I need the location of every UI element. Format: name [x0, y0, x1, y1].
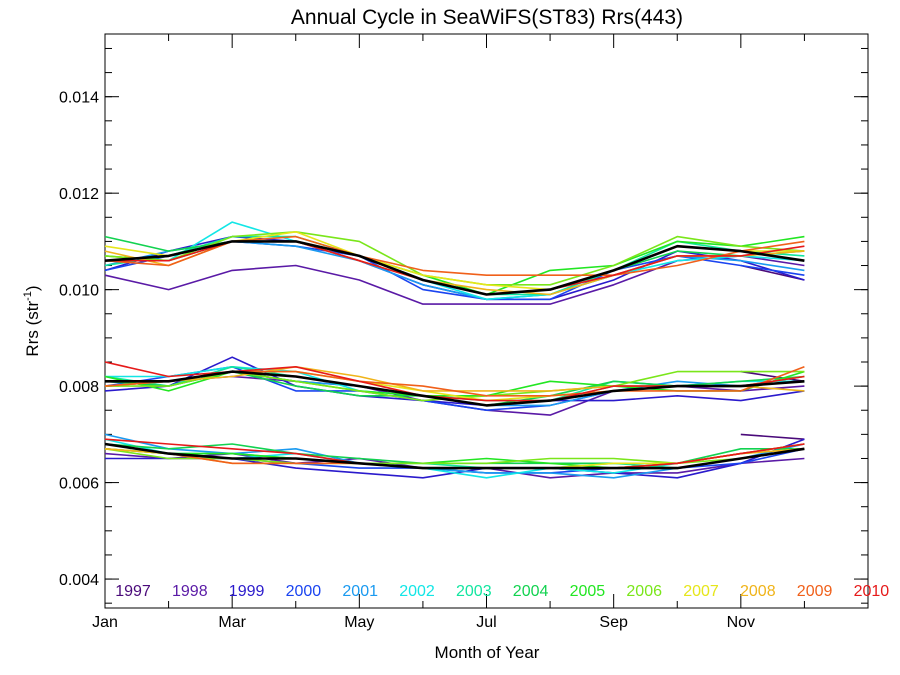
y-tick-label: 0.014: [59, 90, 99, 107]
legend-entry-2002: 2002: [399, 583, 435, 600]
chart-title: Annual Cycle in SeaWiFS(ST83) Rrs(443): [291, 6, 683, 29]
legend-entry-1999: 1999: [229, 583, 265, 600]
legend-entry-2001: 2001: [342, 583, 378, 600]
x-tick-label: Jan: [92, 614, 118, 631]
x-tick-label: May: [344, 614, 374, 631]
series-line-1997: [740, 433, 805, 440]
x-tick-label: Sep: [599, 614, 628, 631]
legend-entry-2006: 2006: [626, 583, 662, 600]
series-line-2002: [105, 221, 805, 301]
legend-entry-2004: 2004: [513, 583, 549, 600]
y-tick-label: 0.008: [59, 379, 99, 396]
legend-entry-2005: 2005: [570, 583, 606, 600]
y-axis-label-main: Rrs (str: [23, 301, 42, 357]
y-axis-label: Rrs (str-1): [22, 285, 42, 356]
series-line-1997: [740, 370, 805, 383]
legend-entry-1997: 1997: [115, 583, 151, 600]
plot-area: [104, 33, 869, 609]
legend-entry-2007: 2007: [683, 583, 719, 600]
series-line-1999: [104, 356, 805, 407]
y-tick-label: 0.004: [59, 572, 99, 589]
legend-entry-2000: 2000: [286, 583, 322, 600]
plot-border: [104, 33, 869, 609]
x-axis-label: Month of Year: [435, 643, 540, 662]
legend-entry-2003: 2003: [456, 583, 492, 600]
y-axis-label-superscript: -1: [22, 291, 34, 301]
legend-entry-2010: 2010: [854, 583, 890, 600]
legend: 1997 1998 1999 2000 2001 2002 2003 2004 2005 2006…: [115, 583, 889, 600]
legend-entry-2009: 2009: [797, 583, 833, 600]
series-line-mean: [104, 442, 805, 470]
y-axis-label-close: ): [23, 285, 42, 291]
x-tick-label: Jul: [476, 614, 496, 631]
series-layer: [104, 221, 805, 479]
legend-entry-1998: 1998: [172, 583, 208, 600]
x-tick-label: Nov: [727, 614, 755, 631]
y-tick-label: 0.012: [59, 186, 99, 203]
series-line-mean: [105, 370, 805, 407]
legend-entry-2008: 2008: [740, 583, 776, 600]
x-tick-label: Mar: [218, 614, 246, 631]
series-line-mean: [104, 240, 805, 296]
y-tick-label: 0.010: [59, 283, 99, 300]
axis-ticks: 0.004 0.006 0.008 0.010 0.012 0.014 Jan Mar May J…: [59, 34, 869, 631]
y-tick-label: 0.006: [59, 476, 99, 493]
